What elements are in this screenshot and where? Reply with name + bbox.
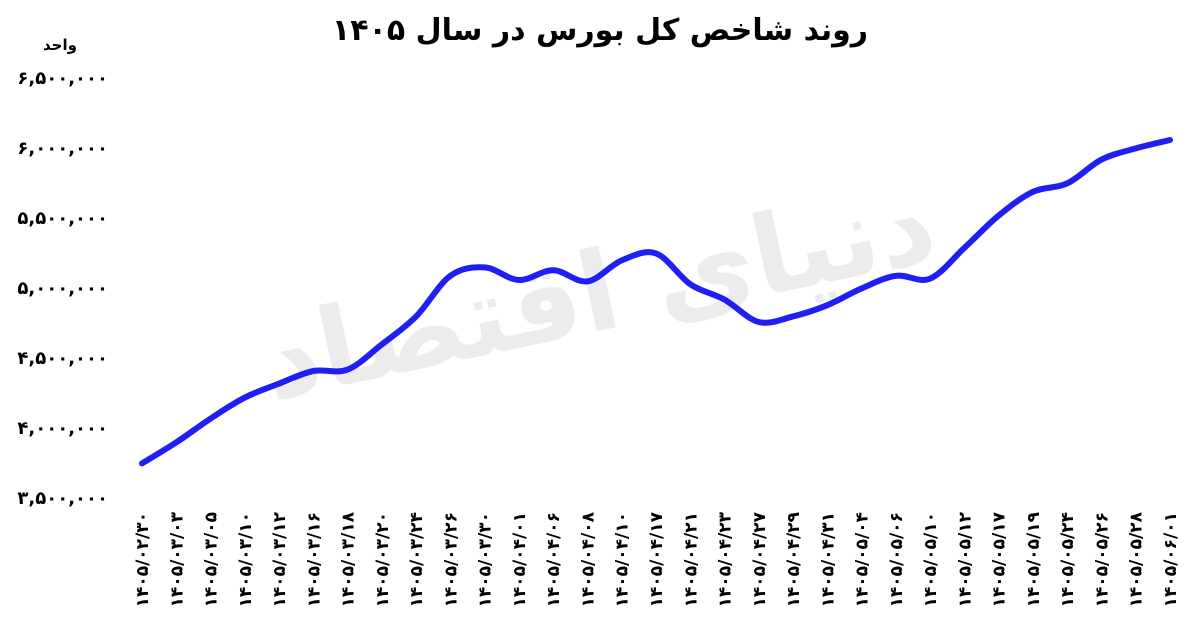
x-tick-label: ۱۴۰۵/۰۳/۱۰ [236,512,256,607]
x-tick-label: ۱۴۰۵/۰۴/۱۷ [647,511,667,607]
x-tick-label: ۱۴۰۵/۰۵/۲۴ [1058,512,1078,607]
x-tick-label: ۱۴۰۵/۰۳/۳۰ [476,512,496,607]
x-tick-label: ۱۴۰۵/۰۳/۱۲ [270,511,290,607]
y-tick-label: ۴,۵۰۰,۰۰۰ [17,348,108,369]
y-tick-label: ۵,۵۰۰,۰۰۰ [17,208,108,229]
x-tick-label: ۱۴۰۵/۰۴/۰۸ [578,511,598,607]
y-tick-label: ۳,۵۰۰,۰۰۰ [17,488,108,509]
x-tick-label: ۱۴۰۵/۰۵/۱۷ [990,511,1010,607]
y-axis-label: واحد [43,36,77,54]
x-tick-label: ۱۴۰۵/۰۵/۱۹ [1024,511,1044,607]
chart-title: روند شاخص کل بورس در سال ۱۴۰۵ [332,13,868,48]
x-tick-label: ۱۴۰۵/۰۴/۲۹ [784,511,804,607]
x-tick-label: ۱۴۰۵/۰۳/۲۴ [407,512,427,607]
x-tick-label: ۱۴۰۵/۰۵/۲۸ [1127,511,1147,607]
x-tick-label: ۱۴۰۵/۰۲/۳۰ [133,512,153,607]
x-tick-label: ۱۴۰۵/۰۴/۲۷ [750,511,770,607]
x-tick-label: ۱۴۰۵/۰۳/۰۳ [167,511,187,607]
x-tick-label: ۱۴۰۵/۰۳/۱۸ [339,511,359,607]
x-tick-label: ۱۴۰۵/۰۳/۰۵ [202,512,222,607]
x-tick-label: ۱۴۰۵/۰۴/۳۱ [818,512,838,607]
x-tick-label: ۱۴۰۵/۰۵/۰۴ [853,512,873,607]
x-tick-label: ۱۴۰۵/۰۴/۱۰ [613,512,633,607]
x-tick-label: ۱۴۰۵/۰۳/۲۶ [441,512,461,607]
x-tick-label: ۱۴۰۵/۰۳/۱۶ [304,512,324,607]
x-tick-label: ۱۴۰۵/۰۴/۲۱ [681,512,701,607]
x-tick-label: ۱۴۰۵/۰۳/۲۰ [373,512,393,607]
y-tick-label: ۴,۰۰۰,۰۰۰ [17,418,108,439]
y-tick-label: ۶,۵۰۰,۰۰۰ [17,68,108,89]
x-tick-label: ۱۴۰۵/۰۶/۰۱ [1161,512,1181,607]
x-tick-label: ۱۴۰۵/۰۴/۰۶ [544,512,564,607]
x-tick-label: ۱۴۰۵/۰۵/۲۶ [1092,512,1112,607]
watermark: دنیای اقتصاد [251,158,947,425]
x-tick-label: ۱۴۰۵/۰۵/۱۲ [955,511,975,607]
x-tick-label: ۱۴۰۵/۰۵/۱۰ [921,512,941,607]
x-tick-label: ۱۴۰۵/۰۴/۲۳ [716,511,736,607]
x-tick-label: ۱۴۰۵/۰۵/۰۶ [887,512,907,607]
x-tick-label: ۱۴۰۵/۰۴/۰۱ [510,512,530,607]
y-tick-label: ۵,۰۰۰,۰۰۰ [17,278,108,299]
y-tick-label: ۶,۰۰۰,۰۰۰ [17,138,108,159]
series-line [139,137,1173,467]
